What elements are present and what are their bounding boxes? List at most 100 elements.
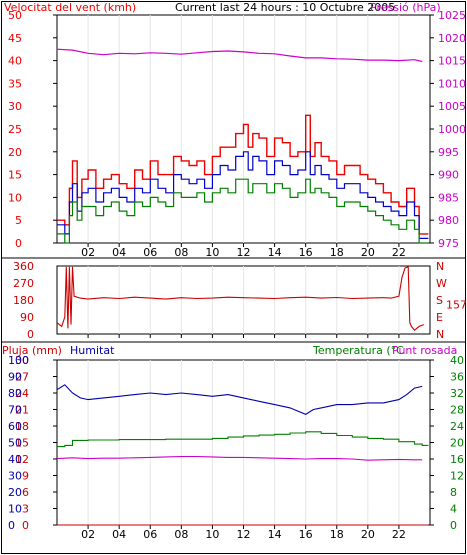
humidity-y-tick-40: 40	[8, 453, 22, 466]
wind-y-tick-10: 10	[8, 191, 22, 204]
x-tick-label-bottom-14: 14	[268, 528, 282, 541]
rain-y-tick-3: 3	[22, 503, 29, 516]
temp-y-tick-0: 0	[450, 519, 457, 532]
series-wind_avg	[57, 151, 429, 239]
wind-y-tick-5: 5	[15, 214, 22, 227]
x-tick-label-18: 18	[330, 246, 344, 259]
temp-y-tick-32: 32	[450, 387, 464, 400]
series-wind_direction	[56, 266, 424, 331]
x-tick-label-bottom-12: 12	[237, 528, 251, 541]
x-tick-label-bottom-06: 06	[143, 528, 157, 541]
rain-y-tick-6: 6	[22, 486, 29, 499]
x-tick-label-bottom-02: 02	[81, 528, 95, 541]
humidity-y-tick-30: 30	[8, 470, 22, 483]
rain-y-tick-9: 9	[22, 470, 29, 483]
pressure-y-tick-980: 980	[438, 214, 459, 227]
wind-speed-title: Velocitat del vent (kmh)	[4, 1, 136, 14]
pressure-y-tick-1000: 1000	[438, 123, 466, 136]
series-wind_min	[57, 178, 429, 244]
wind-y-tick-30: 30	[8, 100, 22, 113]
x-tick-label-bottom-20: 20	[361, 528, 375, 541]
wind-y-tick-45: 45	[8, 32, 22, 45]
wind-y-tick-50: 50	[8, 9, 22, 22]
x-tick-label-08: 08	[174, 246, 188, 259]
pressure-y-tick-1010: 1010	[438, 77, 466, 90]
rain-y-tick-12: 12	[15, 453, 29, 466]
rain-y-tick-30: 30	[15, 354, 29, 367]
dir-compass-4: N	[436, 260, 444, 273]
humidity-y-tick-20: 20	[8, 486, 22, 499]
x-tick-label-bottom-10: 10	[205, 528, 219, 541]
rain-y-tick-15: 15	[15, 437, 29, 450]
temp-y-tick-4: 4	[450, 503, 457, 516]
current-date-title: Current last 24 hours : 10 Octubre 2005	[175, 1, 395, 14]
dir-compass-1: E	[436, 311, 443, 324]
temp-y-tick-36: 36	[450, 371, 464, 384]
x-tick-label-bottom-22: 22	[392, 528, 406, 541]
temp-y-tick-12: 12	[450, 470, 464, 483]
pressure-y-tick-1025: 1025	[438, 9, 466, 22]
x-tick-label-bottom-04: 04	[112, 528, 126, 541]
rain-y-tick-24: 24	[15, 387, 29, 400]
humidity-y-tick-50: 50	[8, 437, 22, 450]
x-tick-label-22: 22	[392, 246, 406, 259]
temp-y-tick-8: 8	[450, 486, 457, 499]
pressure-y-tick-995: 995	[438, 146, 459, 159]
pressure-y-tick-975: 975	[438, 237, 459, 250]
pressure-title: Pressió (hPa)	[370, 1, 441, 14]
wind-y-tick-15: 15	[8, 169, 22, 182]
dir-y-tick-270: 270	[13, 277, 34, 290]
x-tick-label-02: 02	[81, 246, 95, 259]
temp-y-tick-16: 16	[450, 453, 464, 466]
x-tick-label-bottom-18: 18	[330, 528, 344, 541]
series-humidity	[56, 384, 423, 416]
temp-y-tick-40: 40	[450, 354, 464, 367]
humidity-y-tick-90: 90	[8, 371, 22, 384]
x-tick-label-14: 14	[268, 246, 282, 259]
humidity-y-tick-0: 0	[8, 519, 15, 532]
wind-y-tick-40: 40	[8, 55, 22, 68]
dir-compass-3: W	[436, 277, 447, 290]
temp-y-tick-20: 20	[450, 437, 464, 450]
pressure-y-tick-1005: 1005	[438, 100, 466, 113]
humidity-title: Humitat	[70, 344, 115, 357]
series-wind_gust	[57, 114, 429, 235]
temp-y-tick-24: 24	[450, 420, 464, 433]
humidity-y-tick-60: 60	[8, 420, 22, 433]
x-tick-label-20: 20	[361, 246, 375, 259]
wind-y-tick-20: 20	[8, 146, 22, 159]
wind-y-tick-35: 35	[8, 77, 22, 90]
pressure-y-tick-1020: 1020	[438, 32, 466, 45]
rain-y-tick-27: 27	[15, 371, 29, 384]
pressure-y-tick-990: 990	[438, 169, 459, 182]
humidity-y-tick-10: 10	[8, 503, 22, 516]
series-pressure	[56, 48, 423, 63]
x-tick-label-16: 16	[299, 246, 313, 259]
dir-y-tick-0: 0	[27, 328, 34, 341]
dir-compass-0: N	[436, 328, 444, 341]
humidity-y-tick-80: 80	[8, 387, 22, 400]
x-tick-label-04: 04	[112, 246, 126, 259]
x-tick-label-bottom-08: 08	[174, 528, 188, 541]
pressure-y-tick-1015: 1015	[438, 55, 466, 68]
x-tick-label-06: 06	[143, 246, 157, 259]
series-temperature	[57, 431, 429, 448]
humidity-y-tick-70: 70	[8, 404, 22, 417]
wind-y-tick-0: 0	[15, 237, 22, 250]
series-dewpoint	[56, 455, 423, 461]
x-tick-label-bottom-16: 16	[299, 528, 313, 541]
dir-compass-2: S	[436, 294, 443, 307]
temperature-title: Temperatura (°C	[312, 344, 404, 357]
pressure-y-tick-985: 985	[438, 191, 459, 204]
rain-y-tick-18: 18	[15, 420, 29, 433]
rain-y-tick-21: 21	[15, 404, 29, 417]
dir-current-value: 157	[446, 298, 467, 311]
dir-y-tick-90: 90	[20, 311, 34, 324]
rain-y-tick-0: 0	[22, 519, 29, 532]
temp-y-tick-28: 28	[450, 404, 464, 417]
dir-y-tick-180: 180	[13, 294, 34, 307]
humidity-y-tick-100: 100	[8, 354, 29, 367]
